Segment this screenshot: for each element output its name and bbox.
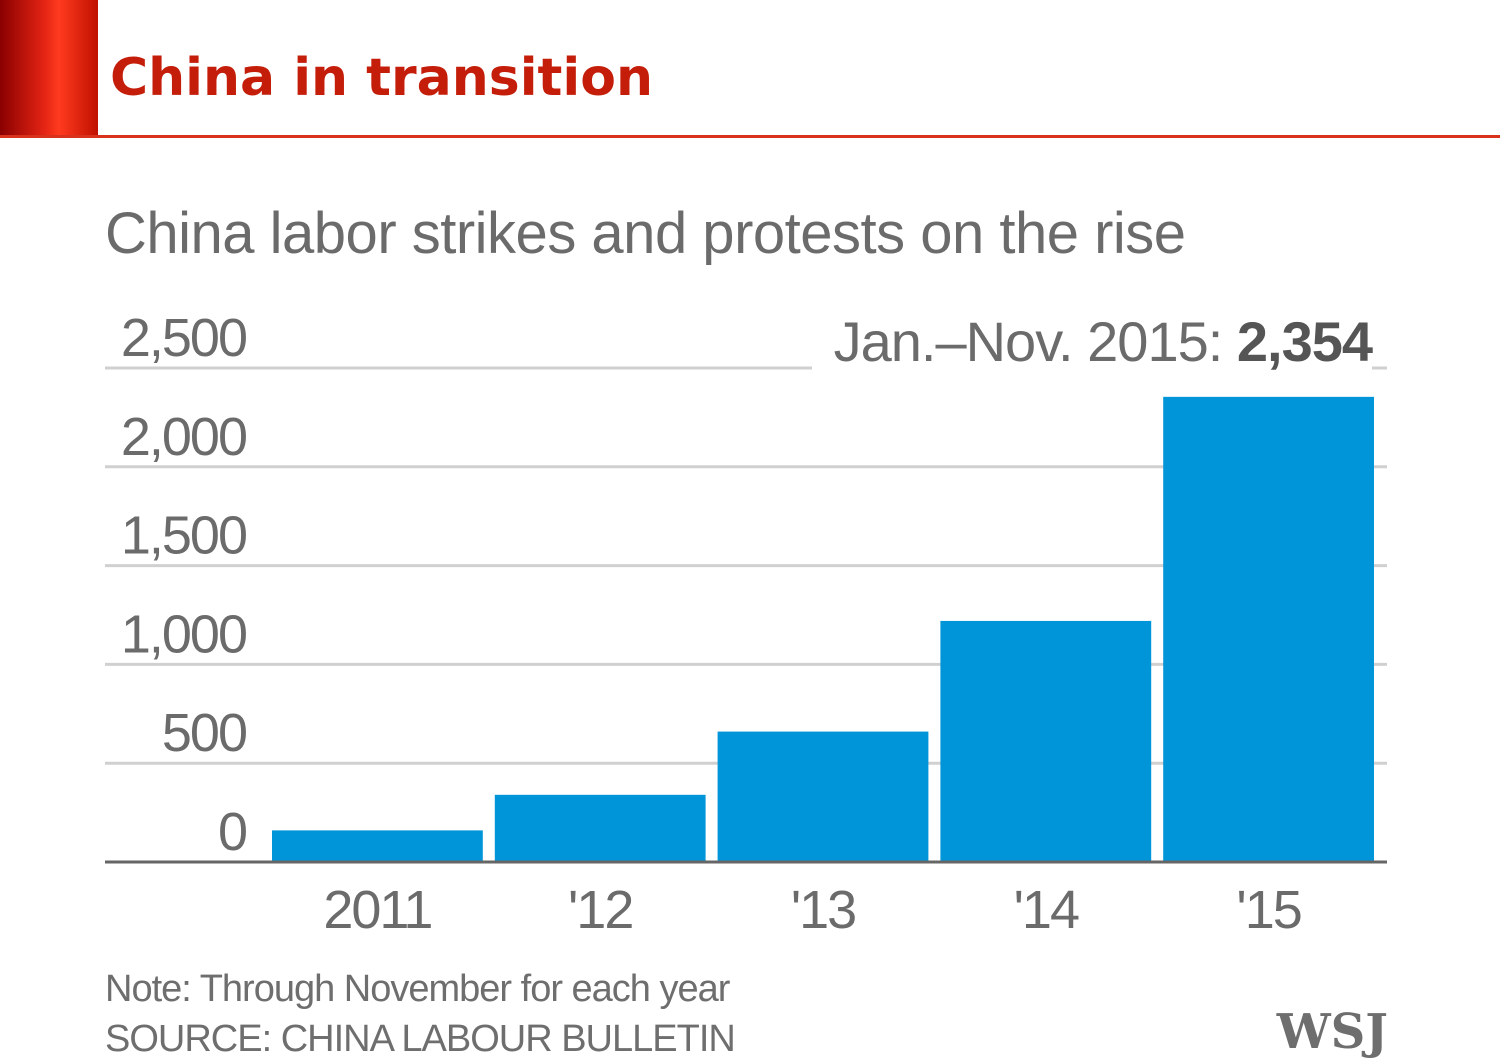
slide-title: China in transition	[110, 48, 653, 108]
callout-label: Jan.–Nov. 2015:	[833, 310, 1224, 373]
y-tick-label: 2,000	[121, 407, 246, 467]
y-tick-label: 0	[218, 802, 246, 862]
bar	[494, 794, 706, 862]
bar	[272, 830, 483, 862]
x-tick-label: '14	[1014, 880, 1079, 940]
bar	[1163, 396, 1374, 862]
x-tick-label: '13	[791, 880, 855, 940]
y-tick-label: 2,500	[121, 308, 246, 368]
chart-note: Note: Through November for each year	[105, 968, 730, 1010]
wsj-logo: WSJ	[1276, 1004, 1388, 1060]
bar	[717, 731, 929, 862]
chart-source: SOURCE: CHINA LABOUR BULLETIN	[105, 1018, 736, 1060]
bar	[940, 620, 1152, 862]
y-tick-label: 500	[162, 703, 246, 763]
y-tick-label: 1,000	[121, 604, 246, 664]
chart-title: China labor strikes and protests on the …	[105, 201, 1186, 266]
chart-callout: Jan.–Nov. 2015: 2,354	[811, 314, 1373, 370]
x-tick-label: '15	[1236, 880, 1300, 940]
x-tick-label: '12	[568, 880, 632, 940]
title-divider	[0, 135, 1500, 138]
callout-value: 2,354	[1236, 310, 1373, 373]
y-tick-label: 1,500	[121, 506, 246, 566]
x-tick-label: 2011	[323, 880, 431, 940]
title-accent-block	[0, 0, 98, 138]
